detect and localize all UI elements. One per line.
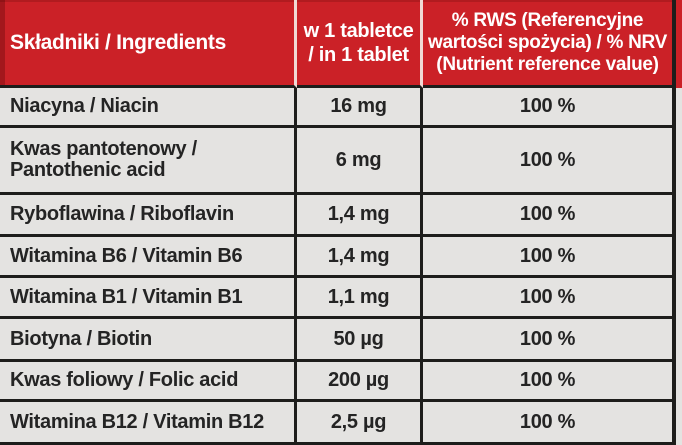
header-ingredients-label: Składniki / Ingredients [10,31,226,54]
ingredient-cell: Kwas foliowy / Folic acid [0,362,297,402]
nrv-cell: 100 % [423,362,676,402]
header-per-tablet: w 1 tabletce / in 1 tablet [297,0,423,88]
amount-cell: 6 mg [297,128,423,195]
header-nrv-line-2: wartości spożycia) / % NRV [428,31,667,53]
amount-cell: 2,5 µg [297,402,423,445]
ingredient-name: Witamina B6 / Vitamin B6 [10,244,243,267]
nrv-value: 100 % [519,327,576,350]
amount-cell: 1,1 mg [297,278,423,319]
header-nrv-line-3: (Nutrient reference value) [436,53,659,75]
amount-value: 200 µg [328,369,389,391]
nrv-value: 100 % [519,244,576,267]
nrv-cell: 100 % [423,319,676,362]
nrv-cell: 100 % [423,128,676,195]
amount-value: 50 µg [333,327,384,350]
ingredient-cell: Witamina B12 / Vitamin B12 [0,402,297,445]
nrv-cell: 100 % [423,237,676,278]
nrv-cell: 100 % [423,402,676,445]
ingredient-name: Kwas foliowy / Folic acid [10,369,239,391]
header-nrv: % RWS (Referencyjne wartości spożycia) /… [423,0,676,88]
header-per-tablet-line-1: w 1 tabletce [303,19,414,42]
amount-cell: 16 mg [297,88,423,128]
ingredient-name-line-2: Pantothenic acid [10,159,166,181]
ingredient-cell: Ryboflawina / Riboflavin [0,195,297,237]
ingredient-name: Kwas pantotenowy / [10,138,197,160]
nrv-value: 100 % [519,285,576,308]
amount-cell: 1,4 mg [297,237,423,278]
ingredient-name: Witamina B1 / Vitamin B1 [10,285,243,308]
amount-cell: 1,4 mg [297,195,423,237]
amount-value: 1,4 mg [327,244,390,267]
ingredient-name: Niacyna / Niacin [10,95,159,117]
amount-value: 1,1 mg [327,285,390,308]
nrv-value: 100 % [519,95,576,117]
nrv-cell: 100 % [423,278,676,319]
nrv-cell: 100 % [423,195,676,237]
amount-cell: 50 µg [297,319,423,362]
amount-value: 2,5 µg [330,410,387,433]
ingredient-cell: Witamina B1 / Vitamin B1 [0,278,297,319]
header-nrv-line-1: % RWS (Referencyjne [451,9,644,31]
header-ingredients: Składniki / Ingredients [0,0,297,88]
nrv-value: 100 % [519,369,576,391]
ingredient-name: Ryboflawina / Riboflavin [10,203,234,225]
nrv-value: 100 % [519,203,576,225]
amount-value: 16 mg [330,95,387,117]
amount-cell: 200 µg [297,362,423,402]
ingredient-name: Biotyna / Biotin [10,327,152,350]
ingredient-cell: Kwas pantotenowy / Pantothenic acid [0,128,297,195]
ingredient-cell: Witamina B6 / Vitamin B6 [0,237,297,278]
nrv-value: 100 % [519,410,576,433]
nrv-value: 100 % [519,148,576,171]
amount-value: 6 mg [335,148,382,171]
amount-value: 1,4 mg [327,203,390,225]
ingredient-name: Witamina B12 / Vitamin B12 [10,410,264,433]
ingredient-cell: Biotyna / Biotin [0,319,297,362]
ingredient-cell: Niacyna / Niacin [0,88,297,128]
header-per-tablet-line-2: / in 1 tablet [308,43,409,66]
nrv-cell: 100 % [423,88,676,128]
